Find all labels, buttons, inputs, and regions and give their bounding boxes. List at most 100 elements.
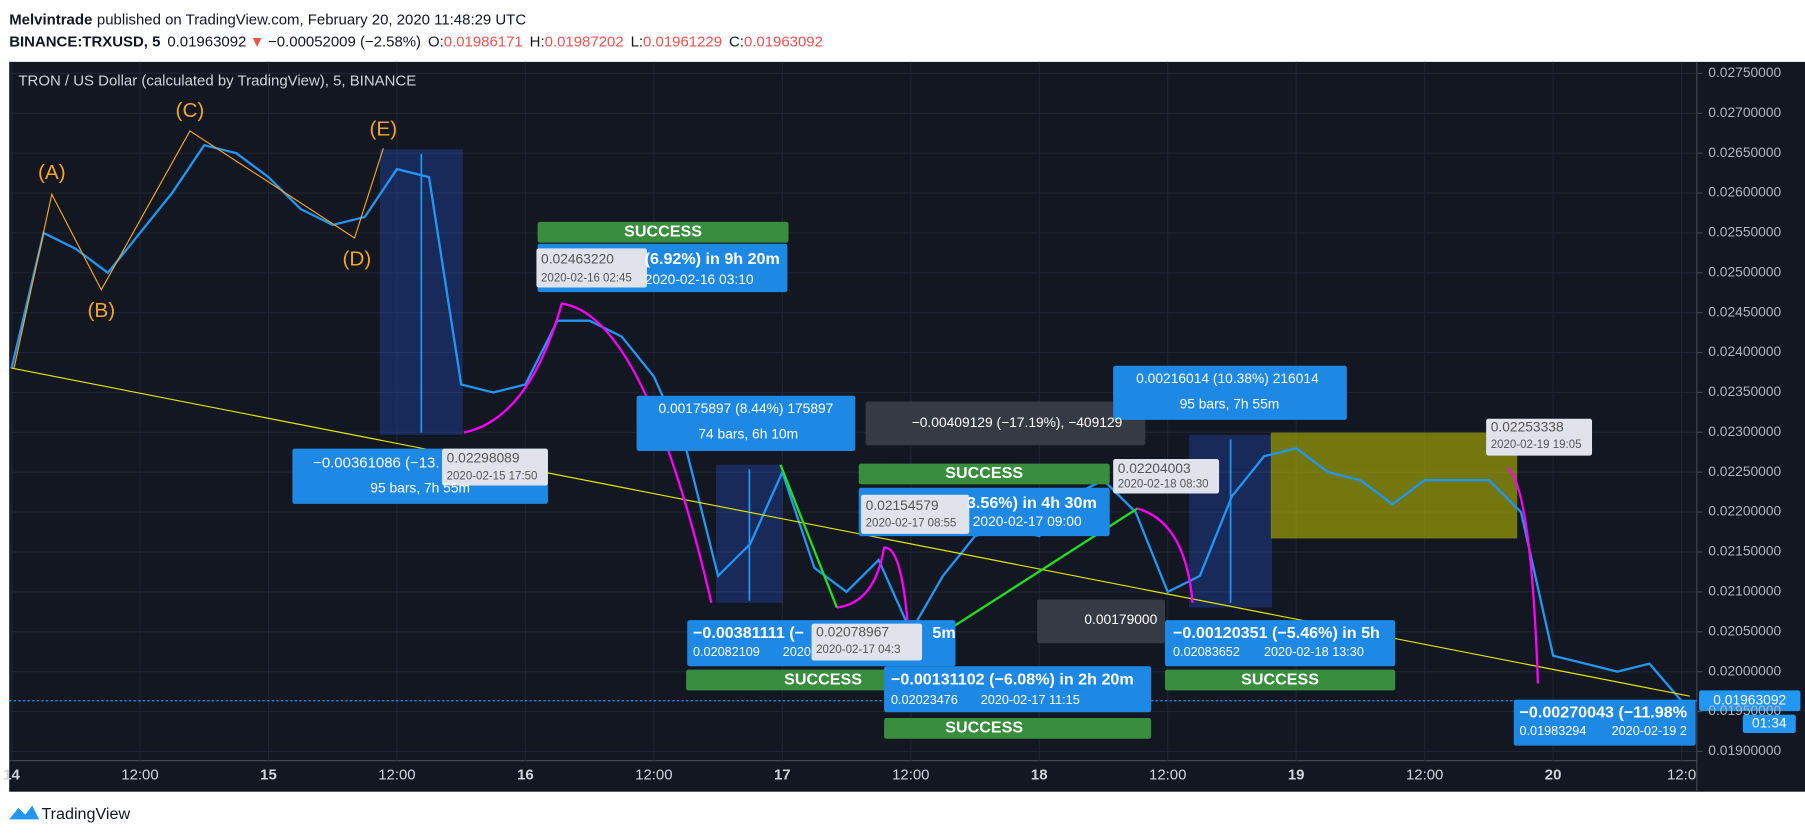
o: 0.01986171 — [444, 33, 523, 50]
annotation-box — [865, 401, 1146, 446]
annotation: (E) — [370, 117, 398, 140]
annotation-box — [1113, 459, 1220, 494]
annotation: (A) — [38, 161, 66, 184]
x-tick-label: 12:00 — [121, 767, 158, 784]
annotation-box — [858, 463, 1110, 485]
annotation-box — [1037, 599, 1165, 644]
annotation: 0.02154579 — [866, 497, 939, 513]
annotation-box — [1742, 714, 1796, 733]
annotation: 0.00179000 — [1084, 611, 1157, 627]
annotation-box — [1699, 690, 1801, 712]
c: 0.01963092 — [744, 33, 823, 50]
annotation: (6.92%) in 9h 20m — [645, 250, 780, 268]
annotation: 5m — [932, 624, 955, 642]
annotation: SUCCESS — [945, 464, 1023, 482]
annotation: 2020-02-16 02:45 — [541, 272, 632, 284]
annotation: 2020-02-19 19:05 — [1491, 439, 1582, 451]
x-tick-label: 18 — [1031, 767, 1048, 784]
price-line — [10, 143, 1683, 702]
annotation-box — [861, 494, 970, 534]
brand[interactable]: TradingView — [41, 805, 130, 823]
annotation: 95 bars, 7h 55m — [370, 480, 470, 496]
y-tick-label: 0.02100000 — [1708, 583, 1781, 599]
annotation: −0.00361086 (−13. — [313, 455, 439, 472]
y-tick-label: 0.02450000 — [1708, 303, 1781, 319]
annotation: 2020-02-18 13:30 — [1264, 645, 1364, 659]
x-tick-label: 14 — [3, 767, 20, 784]
move-line — [779, 464, 838, 608]
trend-line — [11, 367, 1690, 697]
annotation: SUCCESS — [945, 719, 1023, 737]
annotation: 0.01983294 — [1520, 724, 1587, 738]
c-label: C: — [729, 33, 744, 50]
published: published on TradingView.com, February 2… — [97, 11, 526, 28]
annotation-box — [536, 248, 647, 288]
chart-title: TRON / US Dollar (calculated by TradingV… — [18, 72, 416, 89]
symbol: BINANCE:TRXUSD, 5 — [9, 33, 160, 50]
ohlc-line: BINANCE:TRXUSD, 5 0.01963092 ▼ −0.00052009 … — [9, 33, 823, 50]
price-layer — [10, 143, 1683, 702]
annotation: 0.02082109 — [693, 645, 760, 659]
y-tick-label: 0.02350000 — [1708, 383, 1781, 399]
arrow: ▼ — [250, 33, 265, 50]
y-tick-label: 0.02050000 — [1708, 622, 1781, 638]
annotation: 0.02298089 — [447, 450, 520, 466]
annotation: 0.02204003 — [1118, 460, 1191, 476]
annotation-box — [537, 221, 789, 243]
y-tick-label: 0.02250000 — [1708, 463, 1781, 479]
l: 0.01961229 — [643, 33, 722, 50]
annotation-box — [636, 395, 856, 451]
logo — [9, 805, 40, 820]
annotation: 01:34 — [1752, 714, 1787, 730]
annotation: 2020-02-17 08:55 — [866, 518, 957, 530]
annotation: 0.02083652 — [1173, 645, 1240, 659]
move-curve — [1137, 507, 1194, 604]
x-tick-label: 12:0 — [1667, 767, 1696, 784]
annotation: 0.02078967 — [816, 623, 889, 639]
y-tick-label: 0.02300000 — [1708, 423, 1781, 439]
y-tick-label: 0.02700000 — [1708, 104, 1781, 120]
y-tick-label: 0.01950000 — [1708, 702, 1781, 718]
y-tick-label: 0.01900000 — [1708, 742, 1781, 758]
annotation-box — [1513, 699, 1696, 746]
move-curve — [836, 546, 911, 650]
x-tick-label: 15 — [260, 767, 277, 784]
x-tick-label: 16 — [517, 767, 534, 784]
y-tick-label: 0.02550000 — [1708, 224, 1781, 240]
annotation: 3.56%) in 4h 30m — [967, 494, 1097, 512]
annotation-box — [811, 623, 923, 661]
x-tick-label: 12:00 — [635, 767, 672, 784]
x-tick-label: 12:00 — [1149, 767, 1186, 784]
annotation: 0.01963092 — [1713, 691, 1786, 707]
y-tick-label: 0.02600000 — [1708, 184, 1781, 200]
annotation: (B) — [87, 299, 115, 322]
y-tick-label: 0.02500000 — [1708, 263, 1781, 279]
y-tick-label: 0.02200000 — [1708, 503, 1781, 519]
h-label: H: — [530, 33, 545, 50]
annotation-box — [1164, 669, 1396, 691]
annotation: 2020-02-17 04:3 — [816, 644, 900, 656]
annotation: 0.02253338 — [1491, 419, 1564, 435]
y-tick-label: 0.02650000 — [1708, 144, 1781, 160]
l-label: L: — [631, 33, 643, 50]
wave-line — [13, 130, 384, 370]
annotation: −0.00270043 (−11.98% — [1520, 704, 1688, 722]
annotation-box — [1113, 365, 1347, 420]
annotation: 2020 — [783, 645, 811, 659]
annotations: (A) (B) (C) (D) (E) SUCCESS (6.92%) in 9h 20m 2… — [38, 99, 1801, 746]
annotation: (C) — [176, 99, 205, 122]
change: −0.00052009 (−2.58%) — [268, 33, 421, 50]
annotation-box — [884, 666, 1152, 713]
annotation-box — [686, 669, 921, 691]
highlight-box — [1270, 432, 1518, 539]
annotation: 2020-02-16 03:10 — [645, 271, 754, 287]
x-tick-label: 12:00 — [892, 767, 929, 784]
annotation: −0.00381111 (− — [693, 624, 804, 642]
annotation: 74 bars, 6h 10m — [698, 425, 798, 441]
annotation: 0.02463220 — [541, 251, 614, 267]
annotation: −0.00409129 (−17.19%), −409129 — [912, 414, 1123, 430]
annotation-box — [1164, 620, 1396, 667]
h: 0.01987202 — [545, 33, 624, 50]
